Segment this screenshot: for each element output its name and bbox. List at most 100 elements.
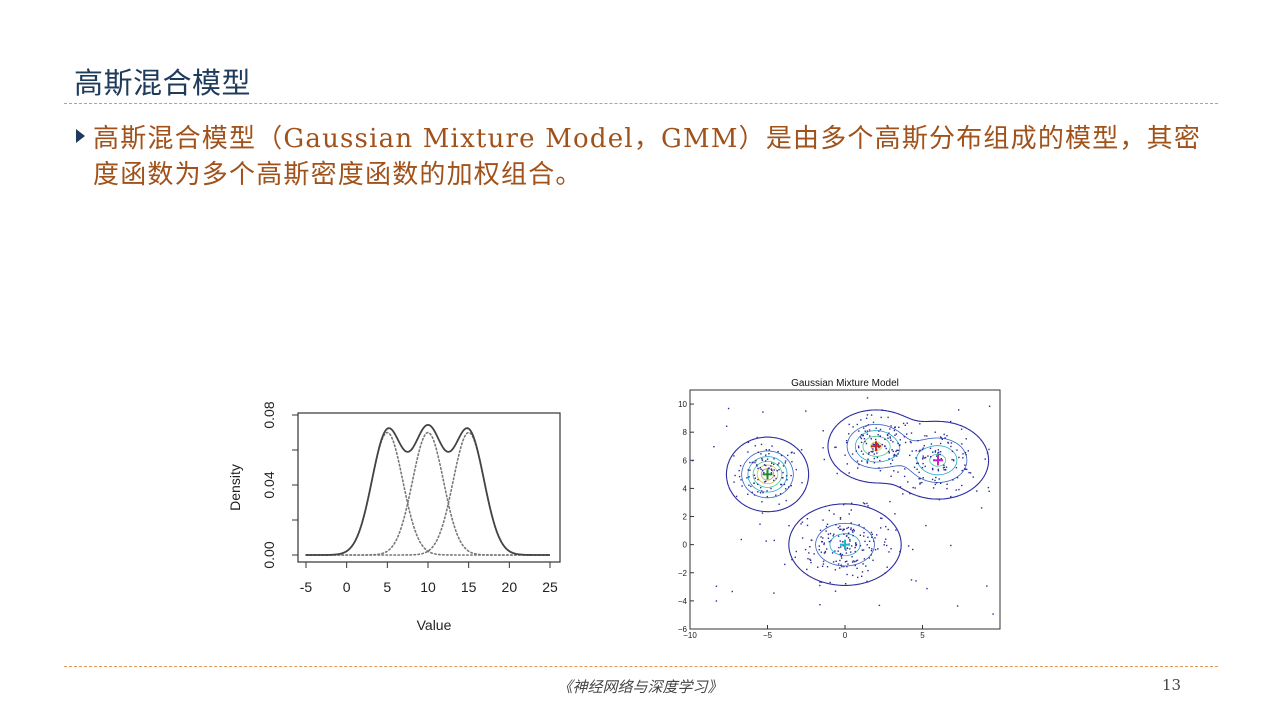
data-point (890, 548, 892, 550)
data-point (896, 449, 898, 452)
x-tick-label: -5 (300, 579, 313, 595)
data-point (751, 491, 753, 493)
data-point (791, 451, 793, 453)
data-point (988, 448, 990, 451)
data-point (865, 425, 867, 427)
data-point (888, 432, 890, 434)
data-point (877, 444, 880, 446)
data-point (829, 532, 832, 535)
data-point (848, 423, 850, 426)
cluster-points-3 (823, 397, 921, 485)
outlier-point (827, 533, 830, 535)
data-point (806, 524, 809, 527)
data-point (795, 468, 797, 471)
data-point (902, 422, 905, 425)
data-point (938, 498, 941, 501)
data-point (761, 458, 763, 460)
data-point (868, 547, 870, 549)
x-tick-label: 0 (343, 579, 351, 595)
data-point (854, 564, 856, 567)
data-point (919, 483, 921, 485)
x-tick-label: 0 (843, 631, 848, 640)
data-point (833, 513, 835, 515)
data-point (961, 484, 963, 487)
y-tick-label: 0.08 (261, 401, 277, 428)
outlier-point (850, 509, 852, 511)
outlier-point (899, 486, 902, 488)
data-point (851, 502, 853, 504)
data-point (858, 463, 860, 466)
data-point (958, 488, 960, 491)
data-point (820, 536, 822, 538)
data-point (735, 495, 738, 498)
data-point (958, 456, 960, 459)
data-point (754, 445, 756, 447)
data-point (938, 451, 940, 454)
outlier-point (992, 613, 994, 615)
contour-level-4 (752, 435, 947, 488)
data-point (950, 445, 952, 448)
data-point (791, 558, 793, 561)
data-point (841, 565, 843, 568)
data-point (853, 530, 855, 532)
bullet-triangle-icon (76, 129, 85, 143)
data-point (822, 563, 825, 565)
y-tick-label: 0.00 (261, 541, 277, 568)
data-point (829, 581, 831, 584)
data-point (775, 477, 777, 480)
outlier-point (715, 600, 718, 602)
data-point (839, 552, 842, 555)
data-point (860, 434, 863, 436)
data-point (819, 581, 821, 583)
data-point (866, 462, 869, 464)
data-point (876, 534, 878, 536)
data-point (856, 559, 859, 561)
data-point (849, 538, 851, 541)
data-point (870, 450, 872, 453)
data-point (739, 465, 742, 467)
data-point (904, 441, 907, 444)
data-point (837, 535, 840, 537)
data-point (784, 460, 787, 462)
data-point (800, 523, 802, 525)
data-point (738, 475, 741, 478)
data-point (770, 468, 773, 470)
data-point (881, 517, 883, 520)
data-point (835, 446, 837, 448)
density-chart: -5 0 5 10 15 20 25 0.00 0.04 0.08 Value Density (227, 401, 561, 633)
data-point (868, 557, 871, 559)
data-point (922, 455, 924, 457)
y-tick-label: 0.04 (261, 471, 277, 498)
data-point (940, 437, 943, 439)
data-point (878, 430, 880, 432)
data-point (770, 487, 772, 490)
outlier-point (784, 563, 786, 566)
data-point (897, 471, 899, 473)
gmm-scatter-chart: Gaussian Mixture Model −10 −5 0 5 −6 −4 −2 0 2 4 6 8… (678, 378, 1001, 640)
data-point (872, 559, 874, 561)
data-point (939, 451, 942, 453)
outlier-point (879, 459, 881, 462)
data-point (912, 486, 914, 489)
data-point (811, 539, 813, 541)
data-point (916, 468, 918, 470)
data-point (873, 457, 875, 460)
outlier-point (715, 585, 718, 587)
outlier-point (862, 502, 865, 504)
data-point (889, 436, 891, 438)
chart-title: Gaussian Mixture Model (791, 378, 899, 389)
data-point (924, 465, 926, 468)
data-point (906, 422, 908, 424)
data-point (785, 488, 787, 490)
data-point (765, 449, 767, 451)
data-point (757, 478, 759, 481)
data-point (833, 533, 835, 535)
data-point (843, 533, 845, 535)
y-tick-label: −4 (678, 597, 688, 606)
data-point (832, 561, 835, 563)
data-point (790, 474, 792, 477)
data-point (946, 487, 948, 490)
data-point (765, 480, 767, 483)
data-point (934, 451, 936, 453)
outlier-point (878, 604, 881, 607)
